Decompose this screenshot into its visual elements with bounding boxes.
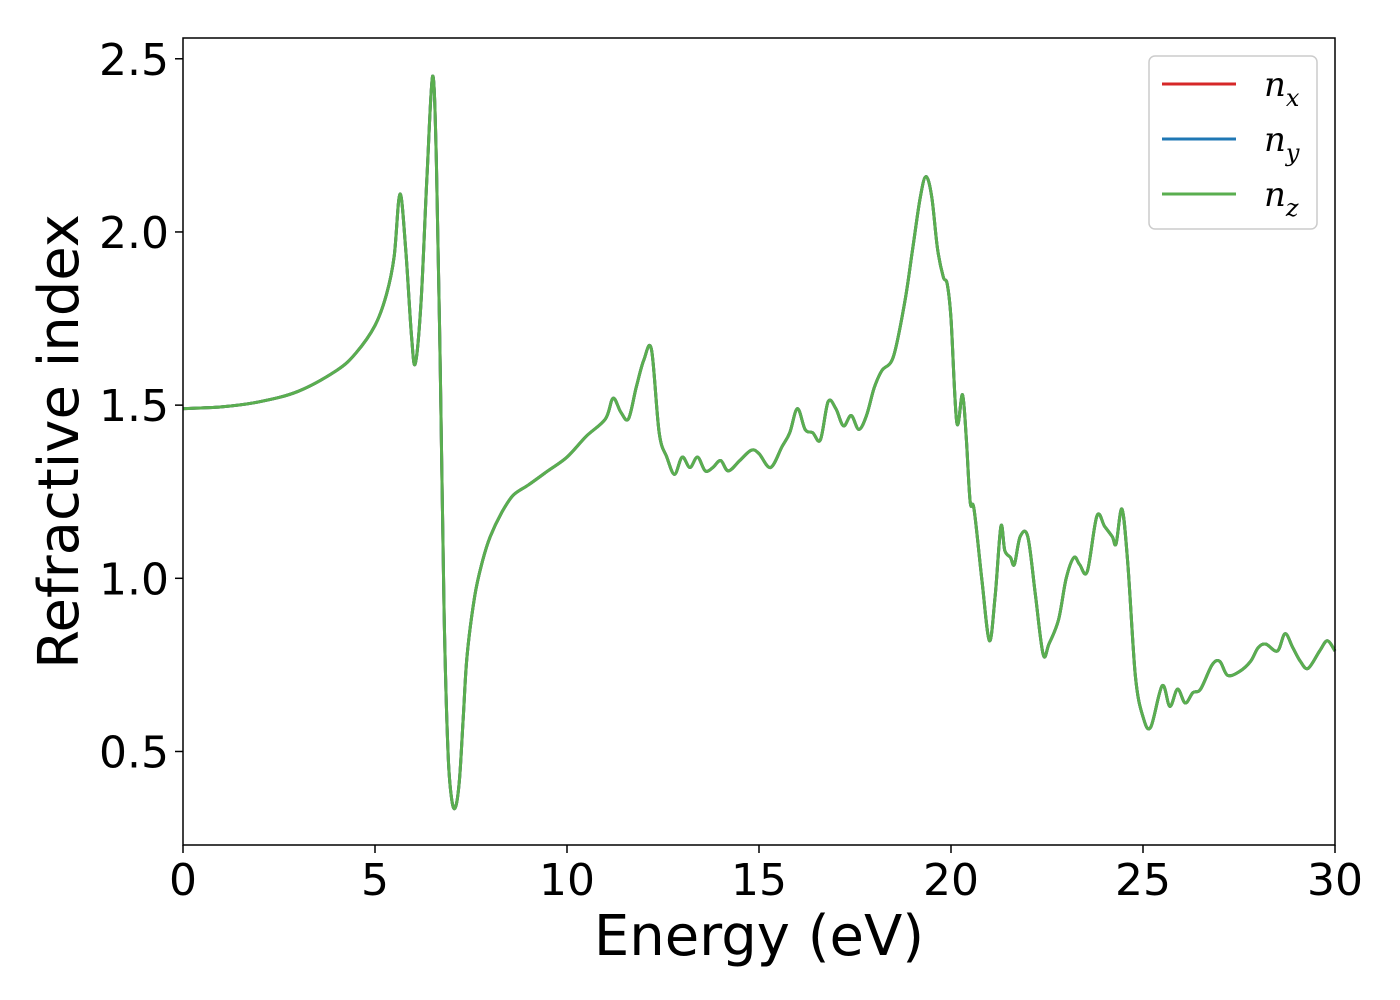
x-tick-label: 20 <box>923 855 979 906</box>
legend-label-subscript: z <box>1285 194 1299 222</box>
y-tick-label: 1.0 <box>99 554 169 605</box>
x-tick-label: 25 <box>1115 855 1171 906</box>
legend-label-nz: nz <box>1264 175 1299 222</box>
plot-lines <box>182 74 1337 811</box>
y-tick-label: 2.0 <box>99 208 169 259</box>
y-axis-ticks: 0.5 1.0 1.5 2.0 2.5 <box>99 35 183 778</box>
legend-label-subscript: y <box>1285 139 1300 167</box>
x-tick-label: 30 <box>1307 855 1363 906</box>
legend-label-nx: nx <box>1264 65 1300 112</box>
legend-label-subscript: x <box>1286 84 1300 112</box>
legend-label-symbol: n <box>1264 65 1286 105</box>
series-line-nz <box>182 74 1337 811</box>
x-tick-label: 15 <box>731 855 787 906</box>
y-axis-title: Refractive index <box>27 214 92 669</box>
legend-label-ny: ny <box>1264 120 1300 167</box>
x-tick-label: 5 <box>361 855 389 906</box>
x-axis-ticks: 0 5 10 15 20 25 30 <box>169 845 1363 906</box>
legend-label-symbol: n <box>1264 175 1286 215</box>
y-tick-label: 1.5 <box>99 381 169 432</box>
x-tick-label: 10 <box>539 855 595 906</box>
legend-box <box>1148 55 1318 230</box>
x-tick-label: 0 <box>169 855 197 906</box>
y-tick-label: 0.5 <box>99 727 169 778</box>
y-tick-label: 2.5 <box>99 35 169 86</box>
x-axis-title: Energy (eV) <box>594 904 924 969</box>
legend-label-symbol: n <box>1264 120 1286 160</box>
